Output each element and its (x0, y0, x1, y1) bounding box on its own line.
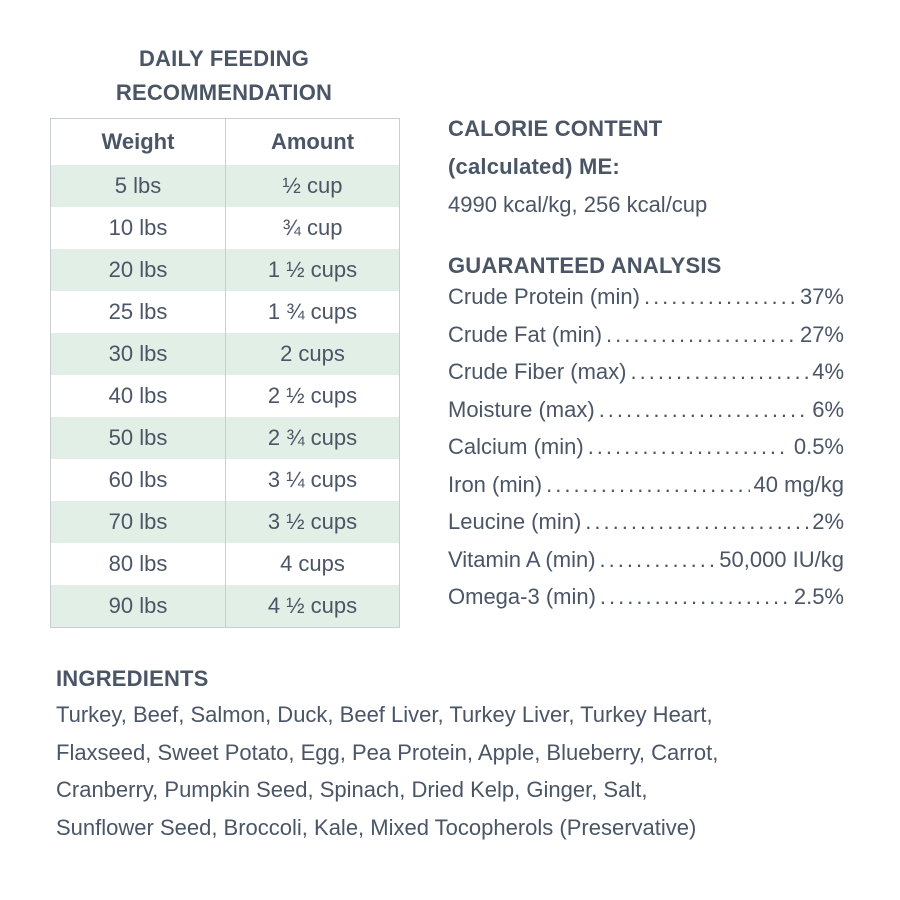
analysis-value: 4% (812, 359, 844, 384)
weight-cell: 20 lbs (50, 249, 226, 291)
table-row: 20 lbs 1 ½ cups (50, 249, 400, 291)
analysis-row: Crude Fiber (max) ......................… (448, 359, 844, 397)
analysis-row: Moisture (max) .........................… (448, 397, 844, 435)
amount-cell: 4 cups (225, 543, 400, 585)
analysis-label: Vitamin A (min) (448, 546, 596, 572)
analysis-value: 2.5% (793, 584, 844, 609)
feeding-title: DAILY FEEDING RECOMMENDATION (50, 42, 398, 110)
dot-leader: ........................................… (599, 546, 716, 572)
analysis-label: Leucine (min) (448, 509, 582, 534)
amount-cell: 2 ¾ cups (225, 417, 400, 459)
analysis-value: 40 mg/kg (753, 471, 845, 497)
table-row: 10 lbs ¾ cup (50, 207, 400, 249)
weight-cell: 80 lbs (50, 543, 226, 585)
analysis-row: Crude Fat (min) ........................… (448, 322, 844, 360)
dot-leader: ........................................… (599, 584, 790, 609)
analysis-row: Omega-3 (min) ..........................… (448, 584, 844, 622)
analysis-value: 6% (812, 396, 844, 422)
ingredients-line: Flaxseed, Sweet Potato, Egg, Pea Protein… (56, 739, 719, 765)
weight-cell: 40 lbs (50, 375, 226, 417)
amount-cell: 2 ½ cups (225, 375, 400, 417)
analysis-row: Crude Protein (min) ....................… (448, 284, 844, 322)
analysis-value: 50,000 IU/kg (719, 546, 844, 572)
table-row: 70 lbs 3 ½ cups (50, 501, 400, 543)
analysis-label: Calcium (min) (448, 434, 584, 459)
dot-leader: ........................................… (643, 284, 796, 309)
weight-cell: 90 lbs (50, 585, 226, 628)
amount-cell: 3 ¼ cups (225, 459, 400, 501)
header-amount: Amount (225, 118, 400, 165)
table-row: 90 lbs 4 ½ cups (50, 585, 400, 628)
analysis-label: Moisture (max) (448, 396, 595, 422)
table-row: 30 lbs 2 cups (50, 333, 400, 375)
weight-cell: 70 lbs (50, 501, 226, 543)
table-row: 60 lbs 3 ¼ cups (50, 459, 400, 501)
dot-leader: ........................................… (585, 509, 808, 534)
amount-cell: 1 ½ cups (225, 249, 400, 291)
dot-leader: ........................................… (546, 471, 749, 497)
ingredients-line: Cranberry, Pumpkin Seed, Spinach, Dried … (56, 777, 648, 802)
ingredients-line: Sunflower Seed, Broccoli, Kale, Mixed To… (56, 814, 697, 840)
dot-leader: ........................................… (587, 434, 790, 459)
header-weight: Weight (50, 118, 226, 165)
calorie-heading-line-1: CALORIE CONTENT (448, 116, 663, 141)
amount-cell: 1 ¾ cups (225, 291, 400, 333)
amount-cell: 3 ½ cups (225, 501, 400, 543)
feeding-title-line-1: DAILY FEEDING (138, 46, 310, 71)
weight-cell: 5 lbs (50, 165, 226, 207)
analysis-label: Crude Fat (min) (448, 321, 603, 347)
feeding-title-line-2: RECOMMENDATION (115, 80, 333, 105)
analysis-row: Calcium (min) ..........................… (448, 434, 844, 472)
table-row: 25 lbs 1 ¾ cups (50, 291, 400, 333)
dot-leader: ........................................… (598, 396, 809, 422)
weight-cell: 10 lbs (50, 207, 226, 249)
weight-cell: 60 lbs (50, 459, 226, 501)
analysis-label: Crude Fiber (max) (448, 359, 627, 384)
table-row: 5 lbs ½ cup (50, 165, 400, 207)
dot-leader: ........................................… (630, 359, 809, 384)
analysis-value: 27% (799, 321, 844, 347)
amount-cell: ¾ cup (225, 207, 400, 249)
calorie-content: CALORIE CONTENT (calculated) ME: 4990 kc… (448, 110, 868, 224)
analysis-row: Leucine (min) ..........................… (448, 509, 844, 547)
weight-cell: 30 lbs (50, 333, 226, 375)
guaranteed-analysis: GUARANTEED ANALYSIS Crude Protein (min) … (448, 248, 844, 622)
analysis-label: Omega-3 (min) (448, 584, 596, 609)
table-row: 80 lbs 4 cups (50, 543, 400, 585)
weight-cell: 25 lbs (50, 291, 226, 333)
analysis-row: Vitamin A (min) ........................… (448, 547, 844, 585)
table-row: 50 lbs 2 ¾ cups (50, 417, 400, 459)
weight-cell: 50 lbs (50, 417, 226, 459)
amount-cell: 2 cups (225, 333, 400, 375)
amount-cell: 4 ½ cups (225, 585, 400, 628)
ingredients-line: Turkey, Beef, Salmon, Duck, Beef Liver, … (56, 702, 713, 727)
analysis-value: 2% (812, 509, 844, 534)
analysis-value: 0.5% (793, 434, 844, 459)
ingredients-heading: INGREDIENTS (56, 666, 209, 691)
calorie-heading-line-2: (calculated) ME: (448, 154, 620, 179)
ingredients: INGREDIENTS Turkey, Beef, Salmon, Duck, … (56, 662, 856, 846)
analysis-row: Iron (min) .............................… (448, 472, 844, 510)
analysis-heading: GUARANTEED ANALYSIS (448, 253, 722, 278)
table-row: 40 lbs 2 ½ cups (50, 375, 400, 417)
feeding-table: Weight Amount 5 lbs ½ cup 10 lbs ¾ cup 2… (50, 118, 400, 628)
amount-cell: ½ cup (225, 165, 400, 207)
analysis-value: 37% (799, 284, 844, 309)
calorie-value: 4990 kcal/kg, 256 kcal/cup (448, 192, 708, 217)
feeding-table-header: Weight Amount (50, 118, 400, 165)
dot-leader: ........................................… (606, 321, 796, 347)
analysis-label: Crude Protein (min) (448, 284, 640, 309)
analysis-label: Iron (min) (448, 471, 543, 497)
